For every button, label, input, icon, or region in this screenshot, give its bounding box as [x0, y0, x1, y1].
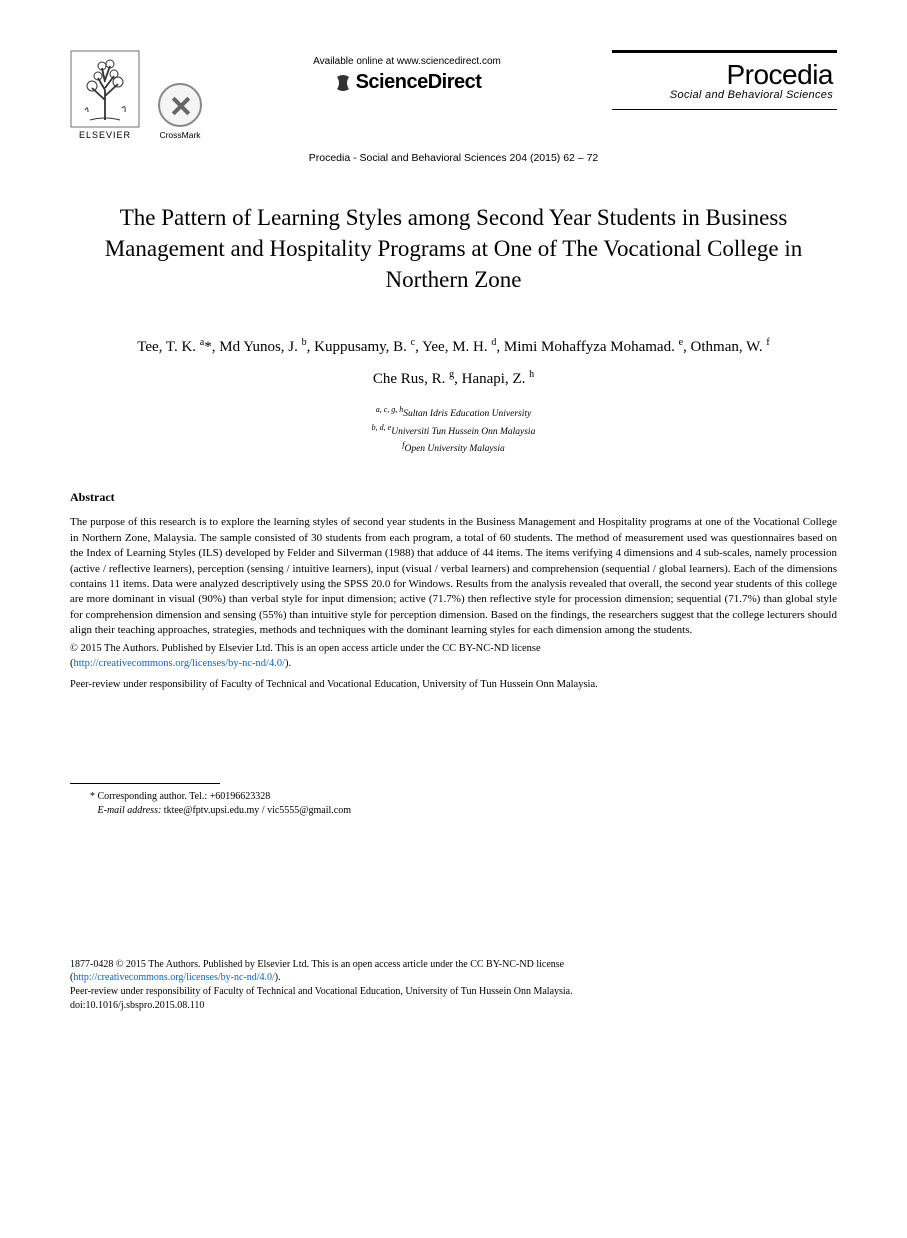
doi-text: doi:10.1016/j.sbspro.2015.08.110 [70, 999, 837, 1013]
copyright-line-1: © 2015 The Authors. Published by Elsevie… [70, 643, 541, 654]
procedia-title: Procedia [616, 59, 833, 91]
procedia-subtitle: Social and Behavioral Sciences [616, 89, 833, 101]
footer-issn-line: 1877-0428 © 2015 The Authors. Published … [70, 959, 564, 970]
procedia-logo-block: Procedia Social and Behavioral Sciences [612, 50, 837, 110]
abstract-text: The purpose of this research is to explo… [70, 515, 837, 638]
license-link[interactable]: http://creativecommons.org/licenses/by-n… [74, 658, 286, 669]
elsevier-tree-icon [70, 50, 140, 128]
sciencedirect-text: ScienceDirect [356, 71, 482, 93]
authors-line-2: Che Rus, R. g, Hanapi, Z. h [70, 369, 837, 388]
journal-reference: Procedia - Social and Behavioral Science… [70, 152, 837, 164]
affiliations: a, c, g, hSultan Idris Education Univers… [70, 404, 837, 456]
authors-line-1: Tee, T. K. a*, Md Yunos, J. b, Kuppusamy… [70, 335, 837, 359]
crossmark-block[interactable]: CrossMark [158, 83, 202, 140]
abstract-heading: Abstract [70, 490, 837, 505]
crossmark-label: CrossMark [159, 130, 200, 140]
available-online-text: Available online at www.sciencedirect.co… [202, 56, 612, 67]
elsevier-logo-block: ELSEVIER [70, 50, 140, 140]
elsevier-label: ELSEVIER [79, 130, 131, 140]
header-row: ELSEVIER CrossMark Available online at w… [70, 50, 837, 140]
article-title: The Pattern of Learning Styles among Sec… [70, 202, 837, 295]
footnote-separator [70, 783, 220, 784]
crossmark-icon [158, 83, 202, 127]
peer-review-line: Peer-review under responsibility of Facu… [70, 678, 837, 693]
sciencedirect-icon [333, 73, 353, 93]
header-center: Available online at www.sciencedirect.co… [202, 50, 612, 94]
email-label: E-mail address: [98, 805, 162, 816]
sciencedirect-logo[interactable]: ScienceDirect [202, 71, 612, 94]
footer-block: 1877-0428 © 2015 The Authors. Published … [70, 958, 837, 1013]
footer-peer-review: Peer-review under responsibility of Facu… [70, 986, 573, 997]
corresponding-line: * Corresponding author. Tel.: +601966233… [90, 791, 270, 802]
corresponding-author: * Corresponding author. Tel.: +601966233… [70, 790, 837, 818]
footer-license-link[interactable]: http://creativecommons.org/licenses/by-n… [73, 972, 274, 983]
copyright-block: © 2015 The Authors. Published by Elsevie… [70, 642, 837, 671]
corresponding-email: tktee@fptv.upsi.edu.my / vic5555@gmail.c… [161, 805, 351, 816]
header-left: ELSEVIER CrossMark [70, 50, 202, 140]
